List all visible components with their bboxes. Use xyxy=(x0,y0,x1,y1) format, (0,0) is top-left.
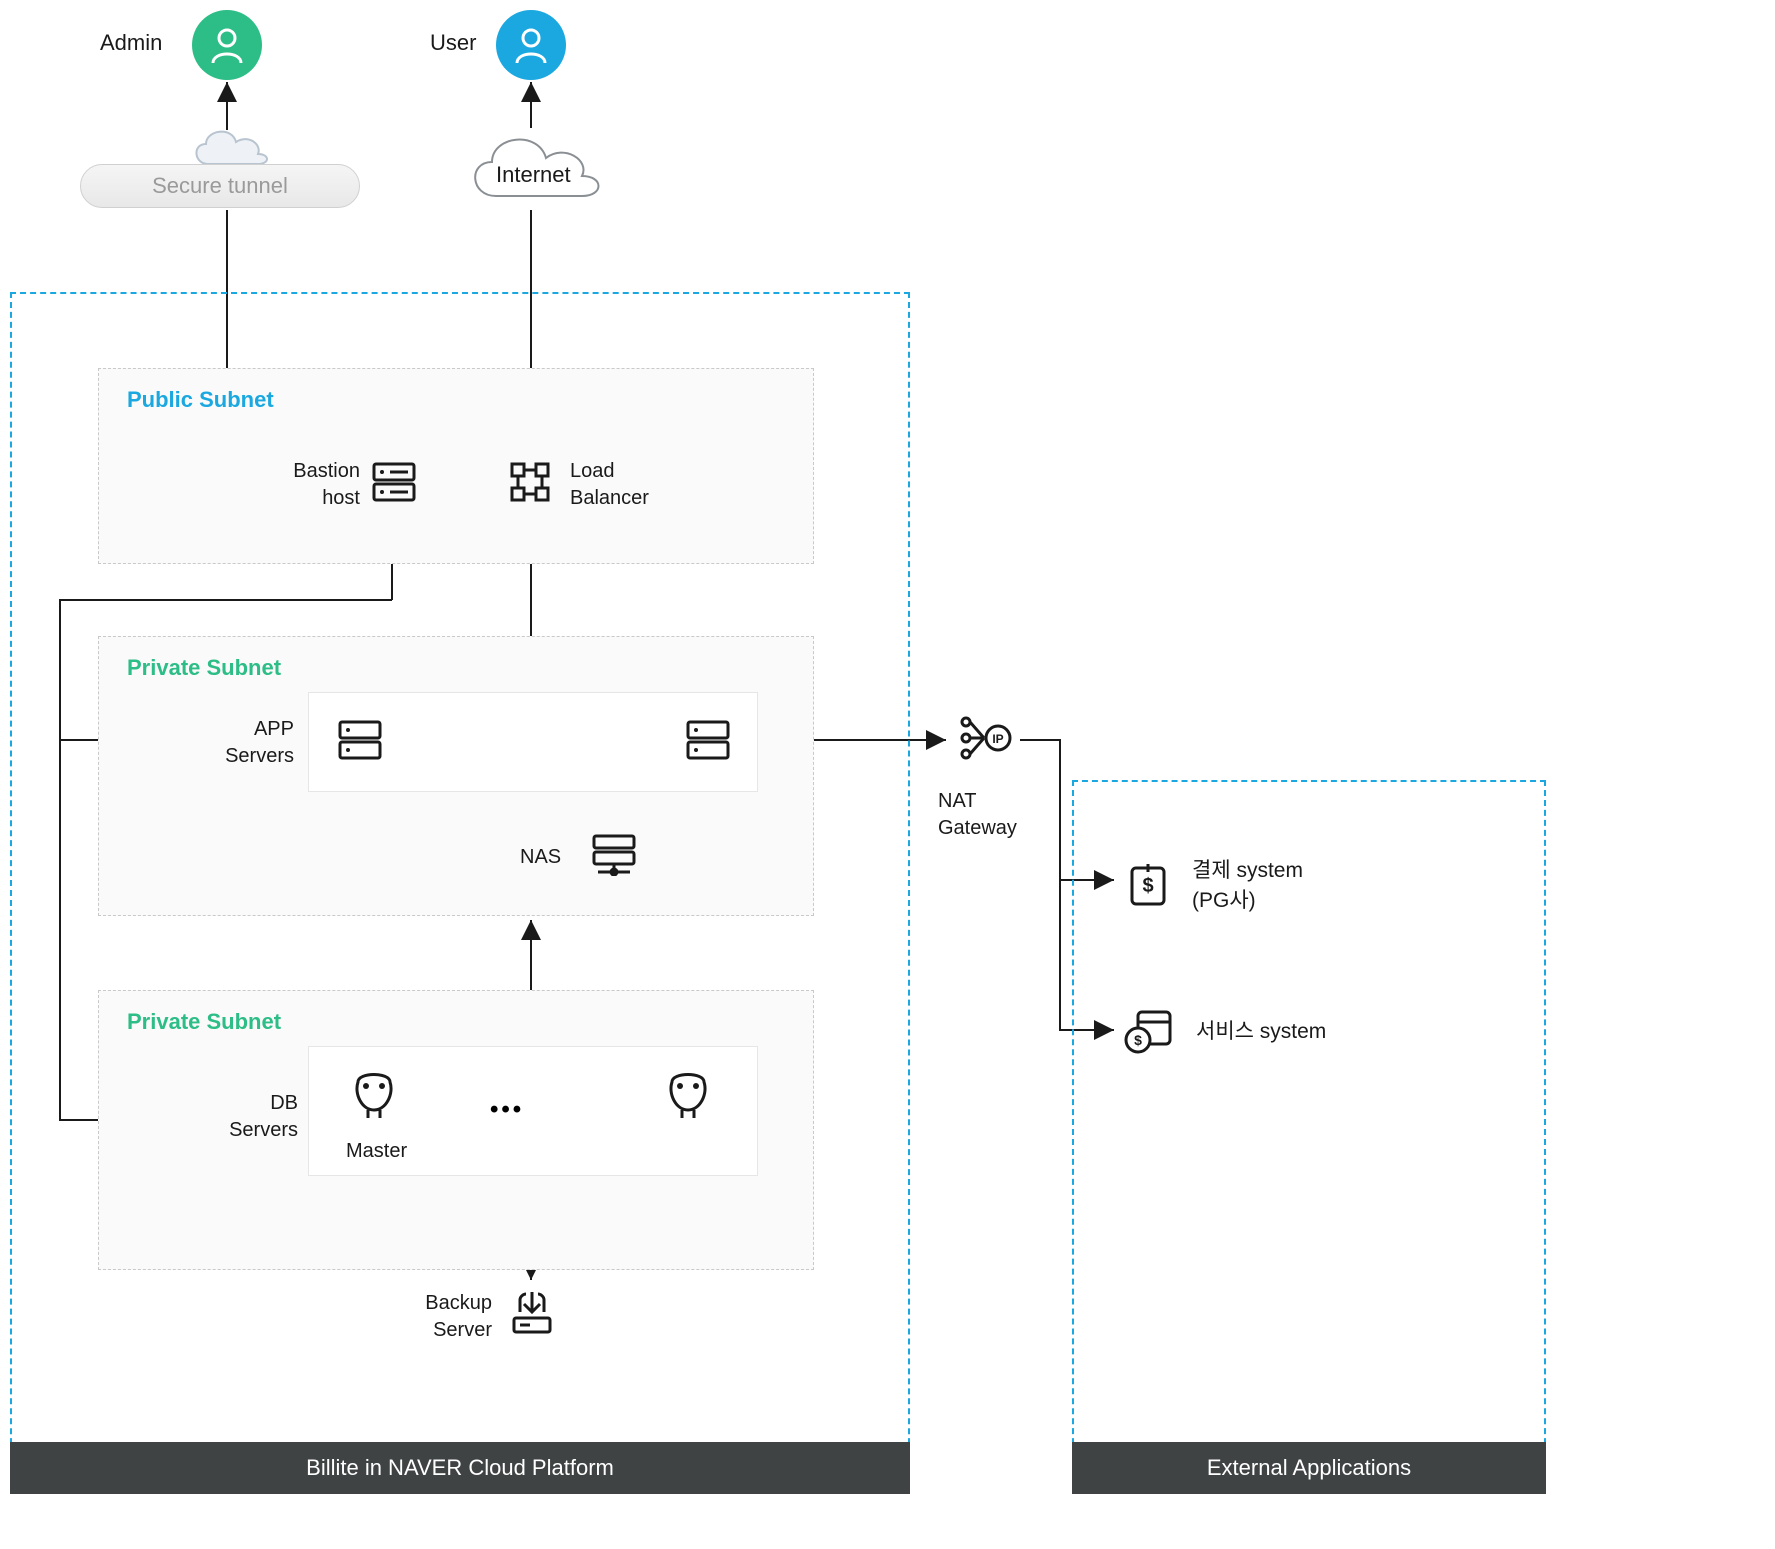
bastion-host-icon xyxy=(370,458,418,506)
public-subnet: Public Subnet xyxy=(98,368,814,564)
app-l2: Servers xyxy=(225,745,294,767)
backup-server-icon xyxy=(506,1286,558,1338)
external-footer: External Applications xyxy=(1072,1442,1546,1494)
svg-text:$: $ xyxy=(1134,1032,1142,1048)
nat-gateway-icon: IP xyxy=(954,712,1014,764)
db-l1: DB xyxy=(270,1092,298,1114)
app-server-icon-2 xyxy=(684,716,732,764)
db-servers-label: DB Servers xyxy=(218,1090,298,1144)
svg-text:$: $ xyxy=(1142,875,1153,897)
external-service: $ 서비스 system xyxy=(1124,1006,1326,1054)
lb-label-l1: Load xyxy=(570,460,615,482)
db-master-icon xyxy=(346,1066,402,1122)
private-subnet-db-title: Private Subnet xyxy=(127,1009,281,1035)
private-subnet-app-title: Private Subnet xyxy=(127,655,281,681)
payment-label: 결제 system (PG사) xyxy=(1192,854,1303,914)
lb-label: Load Balancer xyxy=(570,458,649,512)
db-replica-icon xyxy=(660,1066,716,1122)
load-balancer-icon xyxy=(506,458,554,506)
nat-l1: NAT xyxy=(938,790,977,812)
nat-gateway-label: NAT Gateway xyxy=(938,788,1017,842)
app-server-icon-1 xyxy=(336,716,384,764)
diagram-canvas: Admin User Secure tunnel Internet Billit… xyxy=(0,0,1775,1549)
app-l1: APP xyxy=(254,718,294,740)
db-master-label: Master xyxy=(346,1140,407,1163)
payment-l2: (PG사) xyxy=(1192,889,1256,912)
backup-l2: Server xyxy=(433,1319,492,1341)
service-label: 서비스 system xyxy=(1196,1015,1326,1045)
external-footer-label: External Applications xyxy=(1207,1455,1411,1481)
bastion-label: Bastion host xyxy=(264,458,360,512)
admin-icon xyxy=(192,10,262,80)
backup-label: Backup Server xyxy=(396,1290,492,1344)
svg-text:IP: IP xyxy=(992,732,1003,746)
secure-tunnel-label: Secure tunnel xyxy=(152,173,288,199)
internet-cloud: Internet xyxy=(460,120,610,221)
nat-l2: Gateway xyxy=(938,817,1017,839)
user-label: User xyxy=(430,30,476,56)
secure-tunnel: Secure tunnel xyxy=(80,164,360,208)
bastion-label-l1: Bastion xyxy=(293,460,360,482)
user-icon xyxy=(496,10,566,80)
payment-l1: 결제 system xyxy=(1192,859,1303,882)
main-footer: Billite in NAVER Cloud Platform xyxy=(10,1442,910,1494)
bastion-label-l2: host xyxy=(322,487,360,509)
external-payment: $ 결제 system (PG사) xyxy=(1124,854,1303,914)
main-footer-label: Billite in NAVER Cloud Platform xyxy=(306,1455,614,1481)
app-servers-label: APP Servers xyxy=(198,716,294,770)
public-subnet-title: Public Subnet xyxy=(127,387,274,413)
internet-label: Internet xyxy=(496,162,571,188)
nas-icon xyxy=(588,832,640,876)
db-ellipsis: ••• xyxy=(490,1096,524,1124)
payment-system-icon: $ xyxy=(1124,860,1172,908)
backup-l1: Backup xyxy=(425,1292,492,1314)
db-l2: Servers xyxy=(229,1119,298,1141)
nas-label: NAS xyxy=(520,846,561,869)
lb-label-l2: Balancer xyxy=(570,487,649,509)
admin-label: Admin xyxy=(100,30,162,56)
service-system-icon: $ xyxy=(1124,1006,1176,1054)
